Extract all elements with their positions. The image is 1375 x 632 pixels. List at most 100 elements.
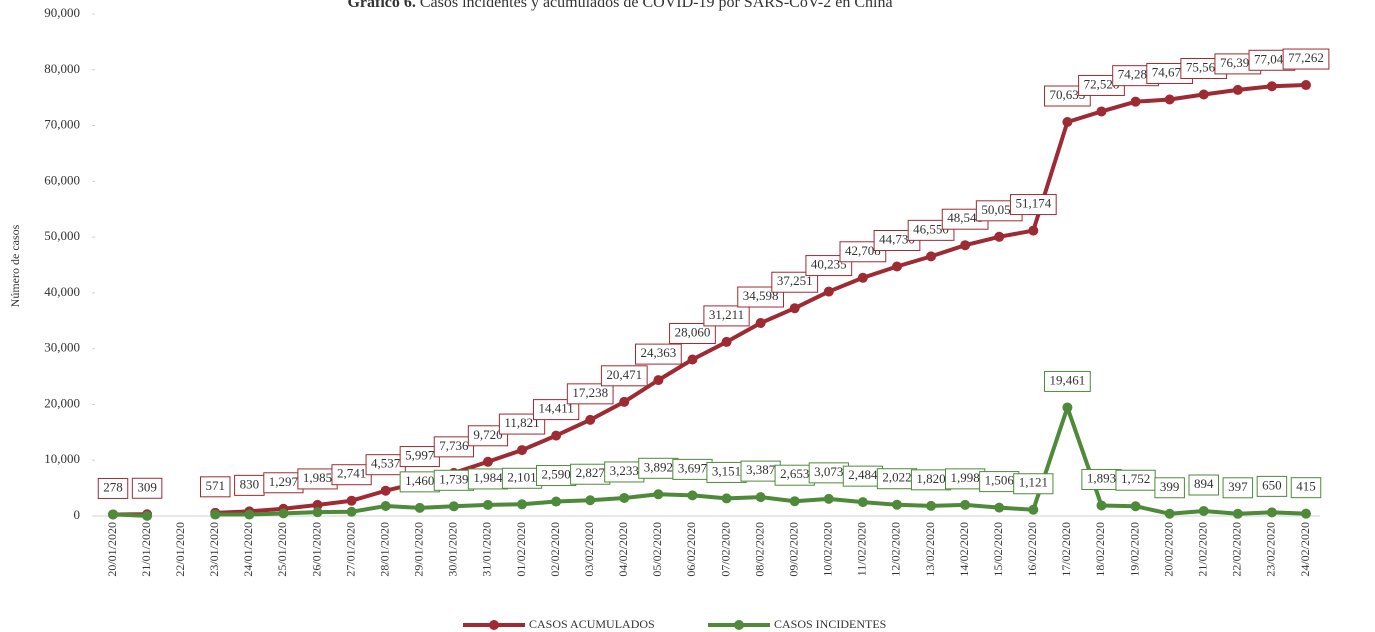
data-label: 2,484	[848, 467, 878, 482]
point	[789, 303, 800, 314]
label-box	[131, 477, 163, 499]
x-tick-label: 23/02/2020	[1264, 522, 1278, 577]
point	[960, 240, 971, 251]
point	[1028, 225, 1039, 236]
label-box	[1154, 477, 1185, 499]
point	[244, 509, 255, 520]
x-tick-label: 22/01/2020	[173, 522, 187, 577]
point	[448, 501, 459, 512]
label-box	[1256, 475, 1288, 497]
x-tick-label: 01/02/2020	[514, 522, 528, 577]
legend-marker	[734, 620, 744, 630]
point	[517, 499, 528, 510]
series-line	[112, 83, 1307, 517]
data-label: 3,073	[814, 464, 843, 479]
data-label: 75,569	[1186, 59, 1222, 74]
label-box	[600, 365, 648, 387]
point	[346, 495, 357, 506]
label-box	[634, 343, 682, 365]
data-label: 34,598	[743, 288, 779, 303]
point	[517, 445, 528, 456]
point	[551, 496, 562, 507]
point	[721, 493, 732, 504]
data-label: 1,460	[405, 473, 434, 488]
label-box	[566, 383, 614, 405]
point	[1266, 81, 1277, 92]
x-tick-label: 12/02/2020	[889, 522, 903, 577]
y-tick-label: 80,000	[44, 61, 80, 76]
point	[482, 456, 493, 467]
y-tick-label: 90,000	[44, 5, 80, 20]
y-tick-label: 30,000	[44, 340, 80, 355]
x-tick-label: 04/02/2020	[616, 522, 630, 577]
x-tick-label: 06/02/2020	[684, 522, 698, 577]
point	[551, 430, 562, 441]
point	[926, 251, 937, 262]
point	[1062, 402, 1073, 413]
x-tick-label: 07/02/2020	[718, 522, 732, 577]
x-tick-label: 19/02/2020	[1127, 522, 1141, 577]
point	[721, 336, 732, 347]
label-box	[200, 476, 231, 498]
point	[1130, 501, 1141, 512]
point	[210, 509, 221, 520]
data-label: 5,997	[405, 448, 435, 463]
point	[585, 414, 596, 425]
chart-title: Gráfico 6. Casos incidentes y acumulados…	[347, 0, 892, 11]
data-label: 72,528	[1084, 76, 1120, 91]
legend-marker	[489, 620, 499, 630]
data-label: 19,461	[1050, 372, 1086, 387]
x-tick-label: 15/02/2020	[991, 522, 1005, 577]
point	[1301, 508, 1311, 519]
label-box	[532, 399, 580, 421]
x-tick-label: 21/01/2020	[139, 522, 153, 577]
x-tick-label: 26/01/2020	[309, 522, 323, 577]
data-label: 77,042	[1254, 51, 1290, 66]
data-label: 2,022	[882, 470, 911, 485]
point	[891, 261, 902, 272]
data-label: 2,101	[507, 469, 536, 484]
data-label: 1,752	[1121, 471, 1150, 486]
point	[312, 507, 323, 518]
data-label: 37,251	[777, 273, 813, 288]
data-label: 70,635	[1050, 87, 1086, 102]
x-tick-label: 30/01/2020	[446, 522, 460, 577]
data-label: 1,739	[439, 471, 468, 486]
x-tick-label: 03/02/2020	[582, 522, 596, 577]
y-tick-label: 40,000	[44, 284, 80, 299]
x-tick-label: 28/01/2020	[377, 522, 391, 577]
data-label: 571	[206, 478, 226, 493]
point	[1232, 84, 1243, 95]
x-tick-label: 22/02/2020	[1230, 522, 1244, 577]
label-box	[1282, 48, 1330, 70]
point	[619, 492, 630, 503]
label-box	[1188, 474, 1219, 496]
x-tick-label: 21/02/2020	[1195, 522, 1209, 577]
data-label: 3,151	[712, 463, 741, 478]
x-tick-label: 14/02/2020	[957, 522, 971, 577]
label-box	[467, 425, 509, 447]
data-label: 40,235	[811, 257, 847, 272]
x-tick-label: 24/02/2020	[1298, 522, 1312, 577]
point	[1266, 507, 1277, 518]
point	[380, 485, 391, 496]
point	[482, 499, 493, 510]
data-label: 42,708	[845, 243, 881, 258]
data-label: 11,821	[504, 415, 539, 430]
point	[857, 497, 868, 508]
point	[755, 318, 766, 329]
y-tick-label: 50,000	[44, 228, 80, 243]
data-label: 1,297	[269, 474, 299, 489]
x-tick-label: 23/01/2020	[207, 522, 221, 577]
data-label: 44,730	[879, 231, 915, 246]
point	[1028, 504, 1039, 515]
x-tick-label: 09/02/2020	[786, 522, 800, 577]
label-box	[703, 305, 750, 327]
x-tick-label: 27/01/2020	[343, 522, 357, 577]
point	[414, 502, 425, 513]
data-label: 894	[1194, 476, 1214, 491]
point	[857, 272, 868, 283]
y-tick-label: 60,000	[44, 172, 80, 187]
label-box	[1013, 473, 1054, 495]
